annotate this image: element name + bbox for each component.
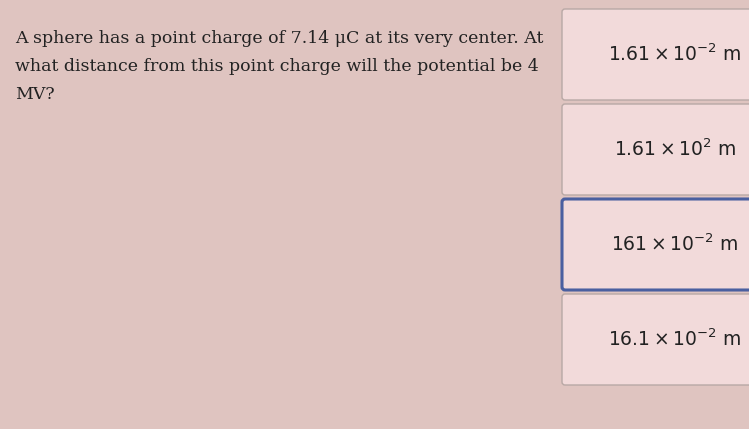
- Text: $16.1\times 10^{-2}\ \mathrm{m}$: $16.1\times 10^{-2}\ \mathrm{m}$: [608, 329, 742, 350]
- FancyBboxPatch shape: [562, 294, 749, 385]
- Text: $1.61\times 10^{-2}\ \mathrm{m}$: $1.61\times 10^{-2}\ \mathrm{m}$: [608, 44, 742, 65]
- Text: MV?: MV?: [15, 86, 55, 103]
- FancyBboxPatch shape: [562, 9, 749, 100]
- FancyBboxPatch shape: [562, 199, 749, 290]
- Text: what distance from this point charge will the potential be 4: what distance from this point charge wil…: [15, 58, 539, 75]
- Text: $161\times 10^{-2}\ \mathrm{m}$: $161\times 10^{-2}\ \mathrm{m}$: [611, 234, 739, 255]
- Text: $1.61\times 10^{2}\ \mathrm{m}$: $1.61\times 10^{2}\ \mathrm{m}$: [613, 139, 736, 160]
- Text: A sphere has a point charge of 7.14 μC at its very center. At: A sphere has a point charge of 7.14 μC a…: [15, 30, 543, 47]
- FancyBboxPatch shape: [562, 104, 749, 195]
